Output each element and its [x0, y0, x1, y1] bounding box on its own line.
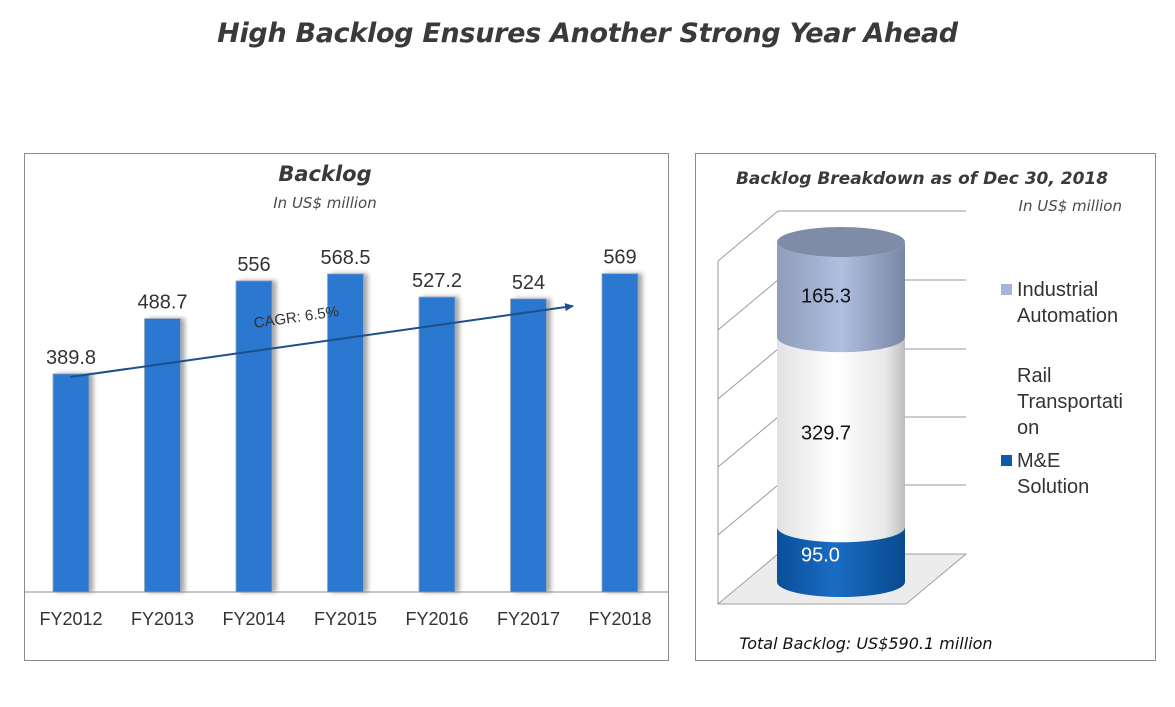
chart-title: Backlog: [278, 162, 371, 186]
bar-FY2013: [144, 318, 181, 593]
x-tick-FY2014: FY2014: [222, 609, 285, 629]
cagr-trend-arrow: [69, 303, 574, 378]
value-label-FY2015: 568.5: [320, 247, 370, 269]
backlog-chart-panel: Backlog In US$ million 389.8 FY2012 488.7 F…: [24, 153, 669, 661]
legend-label-1: on: [1017, 417, 1039, 439]
value-label-FY2017: 524: [512, 272, 545, 294]
segment-label-rail-transportation: 329.7: [801, 422, 851, 444]
gridline-side: [717, 416, 779, 468]
value-label-FY2016: 527.2: [412, 270, 462, 292]
bar-FY2017: [510, 298, 547, 593]
value-label-FY2012: 389.8: [46, 347, 96, 369]
legend-label-0: Automation: [1017, 305, 1118, 327]
gridline-side: [717, 484, 779, 536]
bar-FY2012: [52, 373, 90, 593]
bar-FY2014: [235, 280, 273, 593]
cylinder-top-cap: [777, 227, 905, 257]
legend: Industrial Automation Rail Transportati on M&…: [1001, 279, 1123, 498]
value-label-FY2014: 556: [237, 254, 270, 276]
stacked-cylinder: 95.0 329.7 165.3: [777, 227, 905, 597]
value-label-FY2018: 569: [603, 247, 636, 269]
legend-label-1: Rail: [1017, 365, 1051, 387]
cylinder-segment-industrial-automation: [777, 242, 905, 353]
total-backlog-footer: Total Backlog: US$590.1 million: [739, 634, 992, 653]
gridline-side: [717, 279, 779, 331]
breakdown-subtitle: In US$ million: [1019, 197, 1122, 215]
legend-label-1: Transportati: [1017, 391, 1123, 413]
backlog-breakdown-panel: Backlog Breakdown as of Dec 30, 2018 In …: [695, 153, 1156, 661]
bar-FY2015: [327, 273, 364, 593]
legend-swatch-2: [1001, 455, 1012, 466]
bar-FY2018: [601, 273, 639, 593]
segment-label-industrial-automation: 165.3: [801, 286, 851, 308]
chart-subtitle: In US$ million: [273, 194, 376, 212]
legend-label-2: M&E: [1017, 450, 1060, 472]
gridline-side: [717, 210, 779, 262]
x-tick-FY2016: FY2016: [405, 609, 468, 629]
segment-label-m-e-solution: 95.0: [801, 545, 840, 567]
x-tick-FY2018: FY2018: [588, 609, 651, 629]
x-tick-FY2013: FY2013: [131, 609, 194, 629]
legend-label-0: Industrial: [1017, 279, 1098, 301]
bar-FY2016: [418, 296, 456, 593]
value-label-FY2013: 488.7: [137, 292, 187, 314]
backlog-chart: Backlog In US$ million 389.8 FY2012 488.7 F…: [25, 162, 668, 629]
legend-label-2: Solution: [1017, 476, 1089, 498]
backlog-breakdown-chart: Backlog Breakdown as of Dec 30, 2018 In …: [716, 169, 1123, 653]
legend-swatch-0: [1001, 284, 1012, 295]
cylinder-segment-rail-transportation: [777, 337, 905, 543]
cylinder-segment-m-e-solution: [777, 527, 905, 597]
x-tick-FY2015: FY2015: [314, 609, 377, 629]
x-tick-FY2017: FY2017: [497, 609, 560, 629]
gridline-side: [717, 348, 779, 400]
legend-swatch-1: [1001, 370, 1012, 381]
breakdown-title: Backlog Breakdown as of Dec 30, 2018: [736, 169, 1108, 189]
page-title: High Backlog Ensures Another Strong Year…: [217, 18, 958, 49]
x-tick-FY2012: FY2012: [39, 609, 102, 629]
